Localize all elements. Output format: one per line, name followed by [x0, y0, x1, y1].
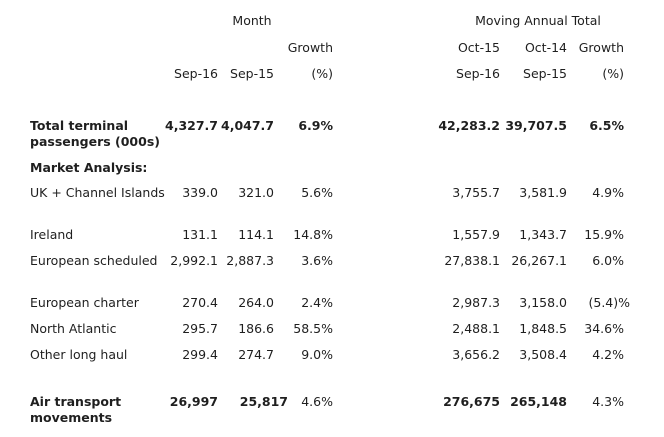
table-cell: 26,267.1	[511, 253, 567, 268]
table-cell: 295.7	[182, 321, 218, 336]
table-cell: 270.4	[182, 295, 218, 310]
table-cell: 14.8%	[293, 227, 333, 242]
table-cell: 39,707.5	[505, 118, 567, 133]
table-cell: 4,047.7	[221, 118, 274, 133]
table-cell: 299.4	[182, 347, 218, 362]
table-cell: 2,887.3	[226, 253, 274, 268]
table-cell: 186.6	[238, 321, 274, 336]
mat-oct15-header: Oct-15	[457, 40, 500, 55]
table-cell: 42,283.2	[438, 118, 500, 133]
mat-sep16-header: Sep-16	[456, 66, 500, 81]
table-cell: 6.0%	[592, 253, 624, 268]
table-cell: 3,581.9	[519, 185, 567, 200]
table-cell: 2,987.3	[452, 295, 500, 310]
mat-sep15-header: Sep-15	[523, 66, 567, 81]
table-cell: 9.0%	[301, 347, 333, 362]
month-growth-pct-header: (%)	[311, 66, 333, 81]
table-cell: 4.6%	[301, 394, 333, 409]
row-label-air-transport-movements: Air transport movements	[30, 394, 122, 425]
table-cell: 3,755.7	[452, 185, 500, 200]
table-cell: 5.6%	[301, 185, 333, 200]
table-cell: 4,327.7	[165, 118, 218, 133]
table-cell: 2.4%	[301, 295, 333, 310]
table-cell: (5.4)%	[588, 295, 630, 310]
table-cell: 131.1	[182, 227, 218, 242]
table-cell: 4.2%	[592, 347, 624, 362]
month-group-header: Month	[232, 13, 272, 28]
table-cell: 114.1	[238, 227, 274, 242]
table-cell: 4.3%	[592, 394, 624, 409]
row-label-total-passengers: Total terminal passengers (000s)	[30, 118, 160, 149]
table-cell: 265,148	[510, 394, 567, 409]
table-cell: 274.7	[238, 347, 274, 362]
table-cell: 6.5%	[589, 118, 624, 133]
table-cell: 4.9%	[592, 185, 624, 200]
table-cell: 27,838.1	[444, 253, 500, 268]
table-cell: 3,656.2	[452, 347, 500, 362]
mat-group-header: Moving Annual Total	[475, 13, 601, 28]
table-cell: 321.0	[238, 185, 274, 200]
table-cell: 339.0	[182, 185, 218, 200]
row-label-european-charter: European charter	[30, 295, 139, 310]
table-cell: 34.6%	[584, 321, 624, 336]
mat-growth-pct-header: (%)	[602, 66, 624, 81]
table-cell: 3.6%	[301, 253, 333, 268]
table-cell: 1,343.7	[519, 227, 567, 242]
table-cell: 6.9%	[298, 118, 333, 133]
section-label-market-analysis: Market Analysis:	[30, 160, 148, 175]
row-label-other-long-haul: Other long haul	[30, 347, 128, 362]
row-label-uk: UK + Channel Islands	[30, 185, 165, 200]
table-cell: 1,557.9	[452, 227, 500, 242]
row-label-ireland: Ireland	[30, 227, 74, 242]
table-cell: 264.0	[238, 295, 274, 310]
table-cell: 2,992.1	[170, 253, 218, 268]
table-cell: 15.9%	[584, 227, 624, 242]
table-cell: 2,488.1	[452, 321, 500, 336]
table-cell: 3,508.4	[519, 347, 567, 362]
month-sep16-header: Sep-16	[174, 66, 218, 81]
mat-growth-header: Growth	[578, 40, 624, 55]
table-cell: 3,158.0	[519, 295, 567, 310]
month-growth-header: Growth	[287, 40, 333, 55]
month-sep15-header: Sep-15	[230, 66, 274, 81]
table-cell: 1,848.5	[519, 321, 567, 336]
table-cell: 25,817	[239, 394, 288, 409]
table-cell: 26,997	[169, 394, 218, 409]
table-cell: 276,675	[443, 394, 500, 409]
row-label-north-atlantic: North Atlantic	[30, 321, 117, 336]
mat-oct14-header: Oct-14	[524, 40, 567, 55]
row-label-european-scheduled: European scheduled	[30, 253, 158, 268]
table-cell: 58.5%	[293, 321, 333, 336]
